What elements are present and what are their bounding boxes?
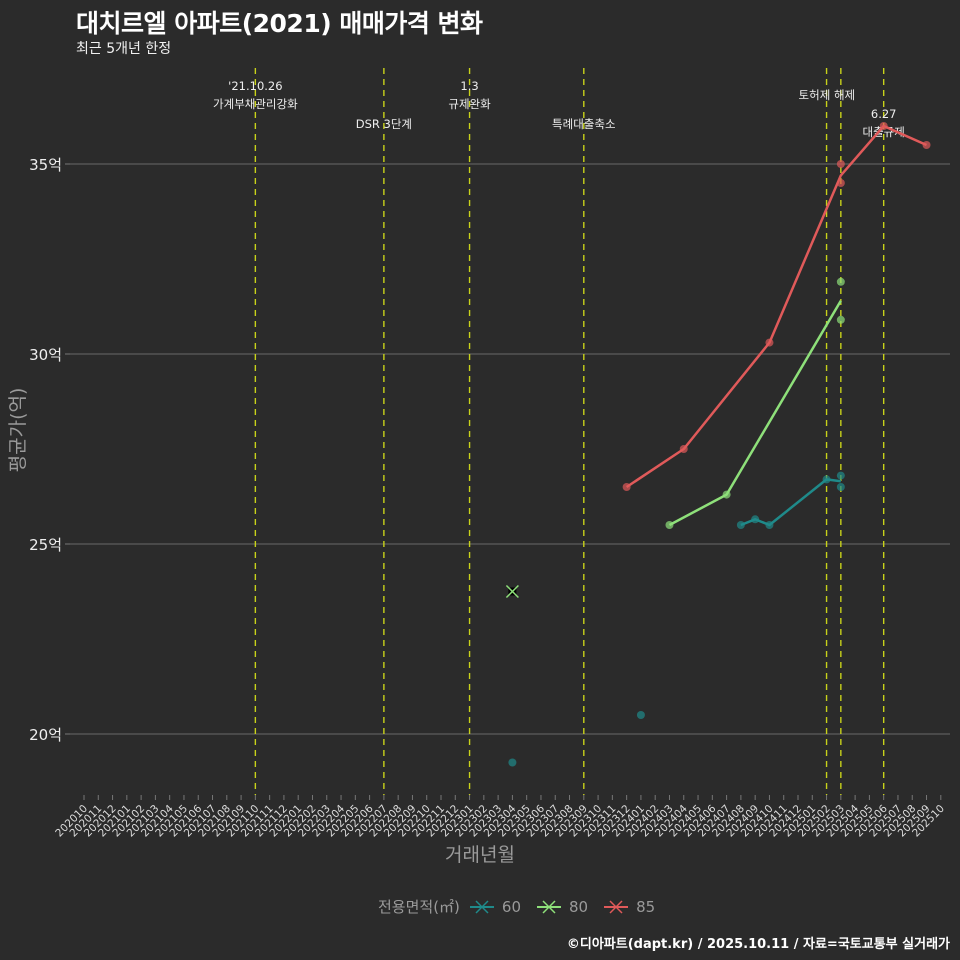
data-point — [765, 338, 774, 347]
data-point — [922, 141, 931, 149]
legend-item-60: 60 — [469, 897, 527, 916]
chart-subtitle: 최근 5개년 한정 — [76, 41, 172, 57]
legend-label: 60 — [501, 897, 521, 916]
data-point — [636, 711, 645, 719]
event-annotation: 가계부채관리강화 — [213, 97, 298, 111]
legend-label: 80 — [569, 897, 589, 916]
event-annotation: 대출규제 — [863, 125, 905, 139]
data-point — [751, 515, 760, 524]
chart-title: 대치르엘 아파트(2021) 매매가격 변화 — [76, 9, 483, 38]
svg-text:평균가(억): 평균가(억) — [7, 388, 29, 473]
data-point — [836, 315, 845, 324]
y-tick-label: 25억 — [29, 536, 62, 554]
event-annotation: 규제완화 — [448, 97, 491, 111]
y-tick-label: 20억 — [29, 726, 62, 744]
series-60 — [508, 471, 845, 767]
series-line — [668, 300, 842, 527]
x-axis-label: 거래년월 — [445, 844, 515, 866]
legend: 전용면적(㎡) 60 80 85 — [378, 896, 661, 917]
event-annotation: 6.27 — [871, 107, 897, 121]
data-point — [879, 122, 888, 130]
source-caption: ©디아파트(dapt.kr) / 2025.10.11 / 자료=국토교통부 실… — [566, 937, 950, 952]
data-point — [836, 160, 845, 168]
data-point — [765, 521, 774, 529]
legend-label: 85 — [636, 897, 656, 916]
data-point — [836, 179, 845, 187]
series-80 — [505, 277, 845, 599]
y-tick-label: 35억 — [29, 156, 62, 174]
legend-title: 전용면적(㎡) — [378, 898, 460, 916]
legend-key-icon — [604, 899, 629, 914]
data-point — [836, 277, 845, 286]
data-point — [822, 475, 831, 484]
y-axis-label: 평균가(억) — [7, 388, 29, 473]
data-point — [508, 758, 517, 767]
event-annotation: 토허제 해제 — [799, 88, 856, 102]
event-annotation: 특례대출축소 — [552, 117, 615, 131]
event-annotation: DSR 3단계 — [356, 117, 412, 131]
event-annotation: '21.10.26 — [228, 79, 282, 93]
legend-item-85: 85 — [604, 898, 661, 916]
legend-key-icon — [469, 899, 494, 914]
data-point — [679, 445, 688, 453]
data-point — [722, 490, 731, 499]
series-85 — [622, 122, 931, 491]
data-point — [836, 483, 845, 491]
data-point — [665, 521, 674, 529]
y-tick-label: 30억 — [29, 346, 62, 364]
data-point — [622, 483, 631, 491]
legend-key-icon — [537, 899, 561, 914]
data-point — [836, 471, 845, 480]
series-line — [625, 124, 928, 489]
legend-item-80: 80 — [537, 898, 594, 916]
data-point — [736, 521, 745, 529]
event-annotation: 1.3 — [460, 79, 478, 93]
